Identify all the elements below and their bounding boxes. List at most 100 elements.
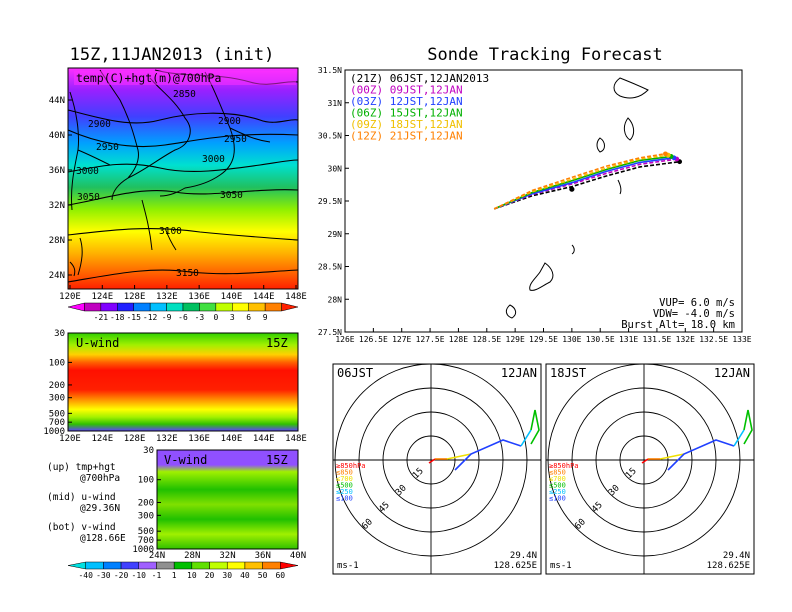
- colorbar-swatch: [84, 302, 102, 312]
- colorbar-label: 10: [187, 571, 197, 580]
- colorbar-label: 40: [240, 571, 250, 580]
- track-x-tick: 132.5E: [699, 335, 728, 344]
- track-x-tick: 130.5E: [586, 335, 615, 344]
- burst-point: [663, 151, 668, 157]
- level-label: ≤250: [549, 488, 566, 496]
- colorbar-label: -1: [152, 571, 162, 580]
- colorbar-label: -18: [110, 313, 125, 322]
- level-label: ≤250: [336, 488, 353, 496]
- colorbar-swatch: [67, 302, 85, 312]
- map-x-tick: 148E: [285, 292, 307, 302]
- track-x-tick: 131.5E: [642, 335, 671, 344]
- hodograph-segment: [743, 409, 753, 445]
- v-wind-label: V-wind: [164, 453, 207, 467]
- colorbar-label: 30: [222, 571, 232, 580]
- v-y-tick: 300: [138, 511, 154, 521]
- colorbar-swatch: [166, 302, 184, 312]
- colorbar-label: -10: [132, 571, 147, 580]
- track-x-tick: 128E: [449, 335, 468, 344]
- u-y-tick: 700: [49, 418, 65, 428]
- colorbar-swatch: [280, 561, 299, 570]
- colorbar-label: -40: [78, 571, 93, 580]
- track-line: [493, 155, 672, 210]
- track-x-tick: 129E: [506, 335, 525, 344]
- panel-notes: (up) tmp+hgt @700hPa (mid) u-wind @29.36…: [47, 462, 126, 544]
- colorbar-label: 1: [172, 571, 177, 580]
- track-line: [493, 160, 680, 210]
- contour-label: 3050: [220, 190, 243, 201]
- wind-colorbar: -40 -30 -20 -10 -1 1 10 20 30 40 50 60: [67, 561, 299, 580]
- u-x-tick: 136E: [188, 434, 210, 444]
- v-y-tick: 100: [138, 476, 154, 486]
- colorbar-swatch: [120, 561, 140, 570]
- polar-lat: 29.4N: [510, 551, 537, 561]
- u-x-tick: 144E: [253, 434, 275, 444]
- v-y-tick: 1000: [132, 545, 154, 555]
- hodograph-segment: [667, 439, 735, 471]
- colorbar-swatch: [209, 561, 228, 570]
- track-y-tick: 28.5N: [318, 263, 342, 272]
- colorbar-swatch: [100, 302, 118, 312]
- colorbar-swatch: [199, 302, 217, 312]
- track-x-tick: 126.5E: [359, 335, 388, 344]
- colorbar-swatch: [191, 561, 210, 570]
- u-y-tick: 100: [49, 358, 65, 368]
- map-x-tick: 140E: [221, 292, 243, 302]
- colorbar-swatch: [244, 561, 263, 570]
- polar-time: 18JST: [550, 366, 586, 380]
- colorbar-swatch: [232, 302, 249, 312]
- burst-text: Burst Alt= 18.0 km: [621, 319, 735, 331]
- hodograph-segment: [733, 429, 745, 447]
- polar-lon: 128.625E: [494, 561, 537, 571]
- level-label: ≤100: [549, 495, 566, 503]
- colorbar-swatch: [281, 302, 299, 312]
- map-y-tick: 24N: [49, 271, 65, 281]
- u-x-tick: 140E: [221, 434, 243, 444]
- track-x-tick: 127.5E: [416, 335, 445, 344]
- level-label: ≤700: [336, 475, 353, 483]
- note-bot: (bot) v-wind: [47, 522, 116, 533]
- level-label: ≥850hPa: [336, 462, 366, 470]
- contour-label: 3000: [202, 154, 225, 165]
- vdw-text: VDW= -4.0 m/s: [653, 308, 735, 320]
- level-label: ≥850hPa: [549, 462, 579, 470]
- contour-label: 3100: [159, 226, 182, 237]
- hodograph-segment: [641, 458, 649, 464]
- vup-text: VUP= 6.0 m/s: [659, 297, 735, 309]
- map-label: temp(C)+hgt(m)@700hPa: [76, 71, 221, 85]
- v-y-tick: 500: [138, 527, 154, 537]
- contour-labels: 2850 2900 2900 2950 2950 3000 3000 3050 …: [76, 89, 247, 279]
- track-line: [493, 153, 666, 210]
- colorbar-label: 3: [230, 313, 235, 322]
- map-y-tick: 28N: [49, 236, 65, 246]
- contour-label: 2900: [88, 119, 111, 130]
- track-y-tick: 29N: [328, 230, 343, 239]
- hodograph-segment: [530, 409, 540, 445]
- track-line: [493, 157, 675, 210]
- colorbar-label: 6: [246, 313, 251, 322]
- track-lines: [493, 151, 683, 210]
- track-y-tick: 31N: [328, 99, 343, 108]
- track-x-tick: 132E: [676, 335, 695, 344]
- u-y-tick: 30: [54, 329, 65, 339]
- level-label: ≤850: [336, 469, 353, 477]
- contour-label: 3000: [76, 166, 99, 177]
- track-line: [493, 154, 669, 210]
- colorbar-swatch: [262, 561, 281, 570]
- map-y-tick: 44N: [49, 96, 65, 106]
- u-y-tick: 200: [49, 381, 65, 391]
- u-x-tick: 120E: [59, 434, 81, 444]
- u-x-tick: 124E: [91, 434, 113, 444]
- track-x-tick: 126E: [335, 335, 354, 344]
- v-x-tick: 32N: [219, 551, 235, 561]
- hodograph-segment: [520, 429, 532, 447]
- v-wind-time: 15Z: [266, 453, 288, 467]
- track-x-tick: 131E: [619, 335, 638, 344]
- v-y-tick: 200: [138, 498, 154, 508]
- contour-label: 3150: [176, 268, 199, 279]
- map-x-tick: 124E: [91, 292, 113, 302]
- note-up-2: @700hPa: [80, 473, 120, 484]
- main-title: Sonde Tracking Forecast: [427, 45, 662, 65]
